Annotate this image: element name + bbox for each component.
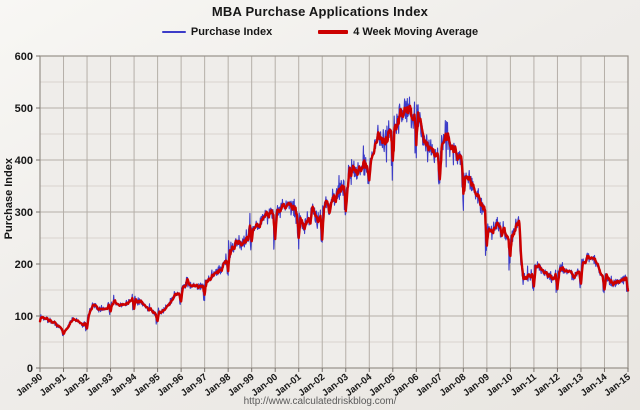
legend: Purchase Index 4 Week Moving Average <box>0 26 640 38</box>
axis-ticks <box>36 55 629 372</box>
y-tick-label: 400 <box>15 155 33 167</box>
moving-average-line <box>38 104 630 336</box>
moving-average-line-swatch <box>318 30 349 34</box>
legend-label-moving-average: 4 Week Moving Average <box>353 26 479 38</box>
chart-title: MBA Purchase Applications Index <box>211 4 429 19</box>
y-tick-label: 300 <box>15 207 33 219</box>
horizontal-gridlines <box>40 81 628 343</box>
source-url: http://www.calculatedriskblog.com/ <box>243 396 397 407</box>
y-tick-labels: 0 100 200 300 400 500 600 <box>15 51 33 375</box>
y-tick-label: 0 <box>27 363 33 375</box>
legend-label-purchase-index: Purchase Index <box>190 26 273 38</box>
x-tick-label: Jan-15 <box>602 371 633 399</box>
legend-item-purchase-index: Purchase Index <box>161 26 273 38</box>
y-tick-label: 500 <box>15 103 33 115</box>
legend-item-moving-average: 4 Week Moving Average <box>318 26 478 38</box>
y-tick-label: 600 <box>15 51 33 63</box>
y-tick-label: 100 <box>15 311 33 323</box>
x-tick-label: Jan-10 <box>485 372 515 399</box>
y-tick-label: 200 <box>15 259 33 271</box>
x-tick-labels: Jan-90Jan-91Jan-92Jan-93Jan-94Jan-95Jan-… <box>14 371 633 399</box>
purchase-index-line-swatch <box>161 31 186 33</box>
